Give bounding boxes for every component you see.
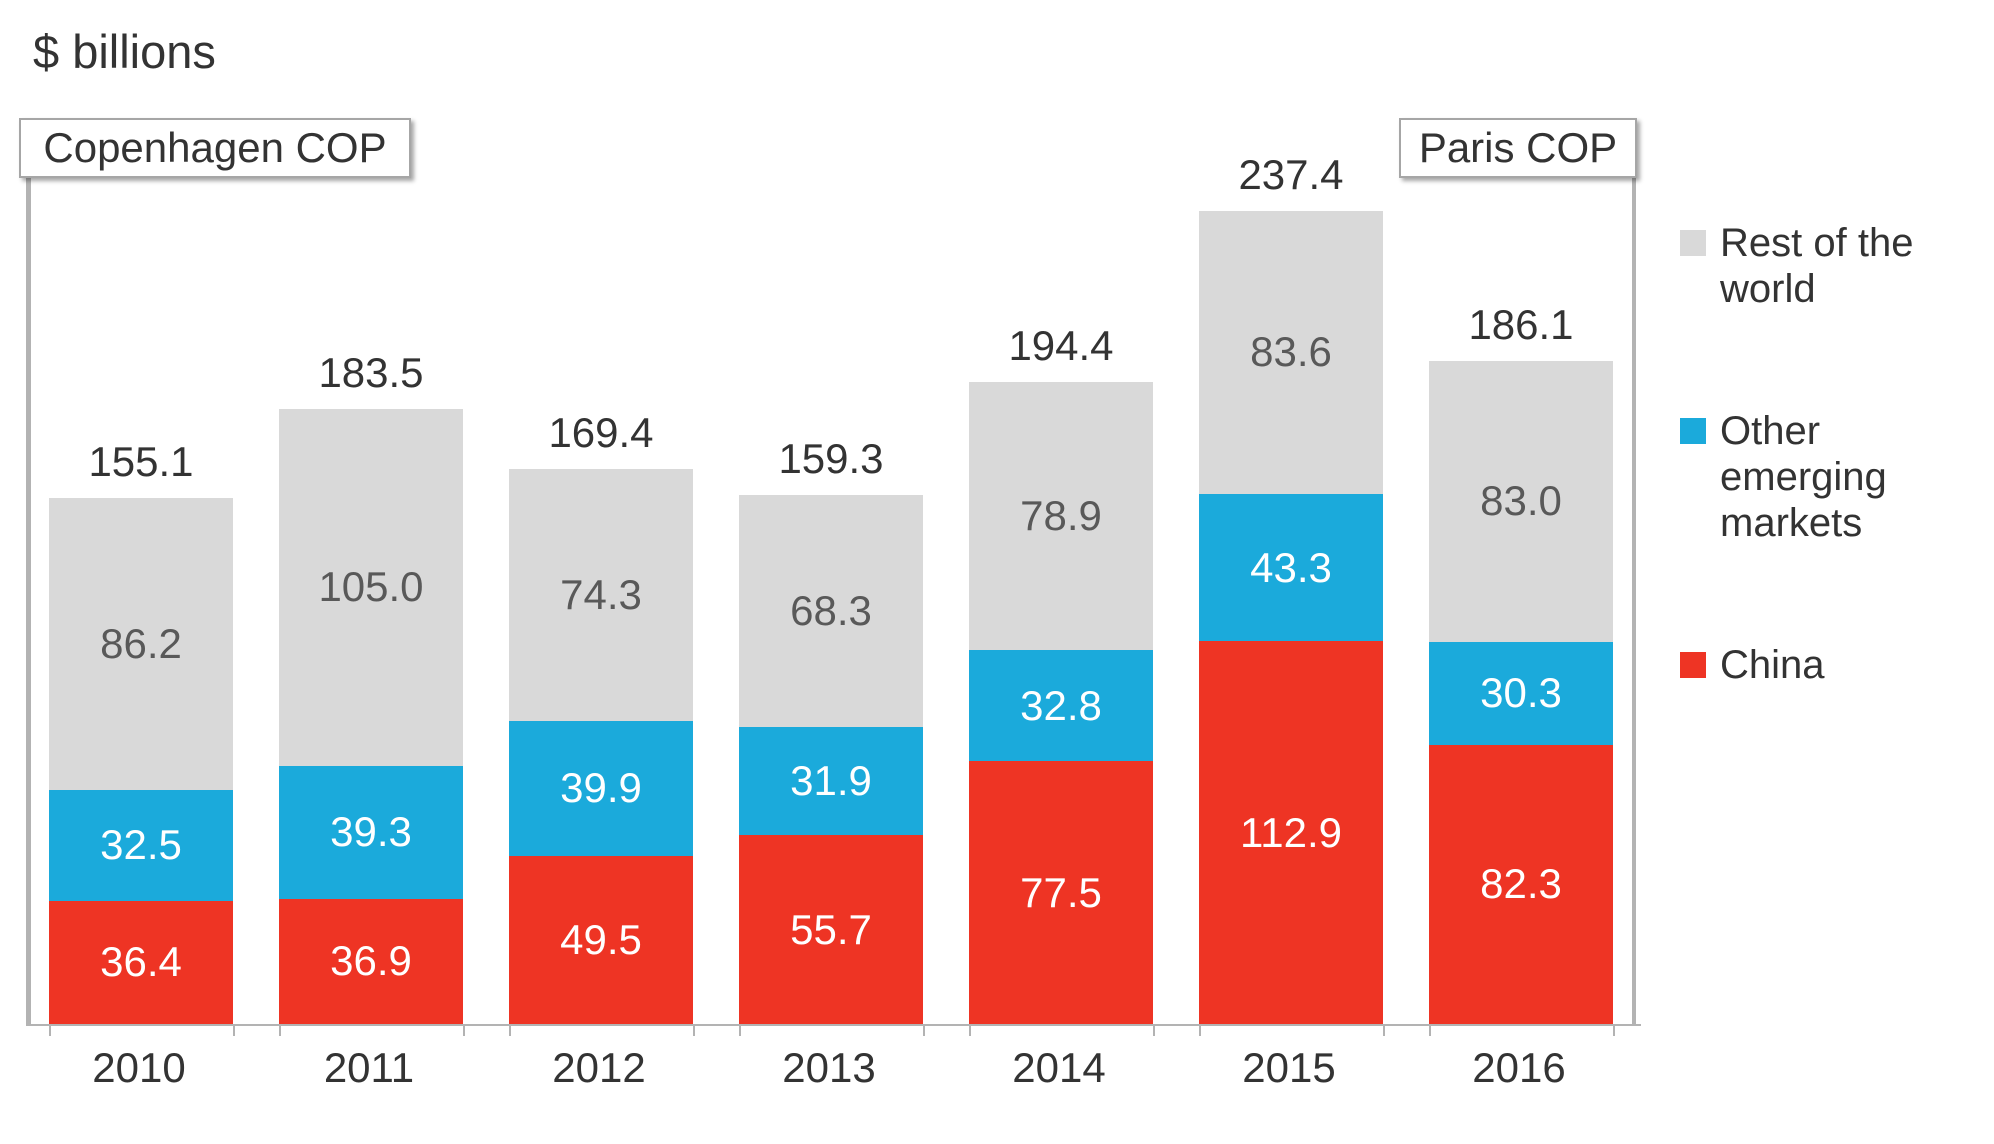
- bar-segment-china: 49.5: [509, 856, 693, 1024]
- bar-segment-value: 31.9: [790, 757, 872, 805]
- bar-segment-other_em: 39.9: [509, 721, 693, 856]
- bar-segment-rest: 83.0: [1429, 361, 1613, 643]
- bar-segment-china: 55.7: [739, 835, 923, 1024]
- bar-segment-value: 78.9: [1020, 492, 1102, 540]
- bar-segment-other_em: 32.5: [49, 790, 233, 900]
- bar-segment-value: 112.9: [1240, 809, 1342, 857]
- bar-segment-rest: 78.9: [969, 382, 1153, 650]
- bar-segment-value: 105.0: [318, 563, 423, 611]
- x-tick: [1383, 1024, 1385, 1036]
- bar-segment-other_em: 30.3: [1429, 642, 1613, 745]
- bar-segment-china: 36.4: [49, 901, 233, 1024]
- bar-segment-value: 30.3: [1480, 669, 1562, 717]
- bar-segment-value: 55.7: [790, 906, 872, 954]
- x-tick: [969, 1024, 971, 1036]
- bar-total-label: 186.1: [1429, 301, 1613, 349]
- y-axis-title: $ billions: [33, 24, 216, 79]
- bar-segment-value: 49.5: [560, 916, 642, 964]
- x-tick: [1199, 1024, 1201, 1036]
- bar-segment-other_em: 32.8: [969, 650, 1153, 761]
- bar-total-label: 169.4: [509, 409, 693, 457]
- x-tick: [463, 1024, 465, 1036]
- bar-total-label: 237.4: [1199, 151, 1383, 199]
- bar-segment-value: 74.3: [560, 571, 642, 619]
- bar-segment-china: 82.3: [1429, 745, 1613, 1024]
- legend: Rest of theworld Otheremergingmarkets Chin…: [1680, 220, 1913, 784]
- callout-text: Copenhagen COP: [43, 127, 386, 169]
- x-axis-label: 2010: [47, 1044, 231, 1092]
- bar-segment-value: 36.4: [100, 938, 182, 986]
- bar-segment-other_em: 43.3: [1199, 494, 1383, 641]
- legend-swatch: [1680, 418, 1706, 444]
- x-tick: [923, 1024, 925, 1036]
- bar-total-label: 183.5: [279, 349, 463, 397]
- bar-segment-value: 68.3: [790, 587, 872, 635]
- x-axis-label: 2011: [277, 1044, 461, 1092]
- legend-swatch: [1680, 652, 1706, 678]
- bar-segment-china: 77.5: [969, 761, 1153, 1024]
- bar-segment-value: 39.9: [560, 764, 642, 812]
- bar-segment-value: 32.5: [100, 821, 182, 869]
- legend-item: China: [1680, 642, 1913, 688]
- bar-segment-rest: 105.0: [279, 409, 463, 765]
- bar-segment-value: 39.3: [330, 808, 412, 856]
- callout-box: Paris COP: [1399, 118, 1637, 178]
- bar-segment-rest: 83.6: [1199, 211, 1383, 495]
- x-tick: [279, 1024, 281, 1036]
- bar-total-label: 194.4: [969, 322, 1153, 370]
- x-axis-label: 2015: [1197, 1044, 1381, 1092]
- callout-text: Paris COP: [1419, 127, 1617, 169]
- bar-segment-value: 82.3: [1480, 860, 1562, 908]
- callout-box: Copenhagen COP: [19, 118, 411, 178]
- bar-total-label: 159.3: [739, 435, 923, 483]
- bar-segment-rest: 86.2: [49, 498, 233, 790]
- legend-label: Rest of theworld: [1720, 220, 1913, 312]
- x-axis-label: 2016: [1427, 1044, 1611, 1092]
- bar-segment-other_em: 39.3: [279, 766, 463, 899]
- bar-segment-value: 36.9: [330, 937, 412, 985]
- x-tick: [49, 1024, 51, 1036]
- bar-segment-value: 77.5: [1020, 869, 1102, 917]
- stacked-bar-chart: 36.4 32.5 86.2 155.1 36.9 39.3 105.0 183.5 49.5 3…: [29, 178, 1641, 1026]
- x-axis-label: 2014: [967, 1044, 1151, 1092]
- bar-segment-value: 43.3: [1250, 544, 1332, 592]
- bar-segment-value: 83.0: [1480, 477, 1562, 525]
- bar-segment-other_em: 31.9: [739, 727, 923, 835]
- bar-segment-china: 36.9: [279, 899, 463, 1024]
- legend-swatch: [1680, 230, 1706, 256]
- x-tick: [233, 1024, 235, 1036]
- bar-segment-value: 83.6: [1250, 328, 1332, 376]
- x-tick: [739, 1024, 741, 1036]
- bar-segment-china: 112.9: [1199, 641, 1383, 1024]
- bar-segment-rest: 68.3: [739, 495, 923, 727]
- legend-item: Rest of theworld: [1680, 220, 1913, 312]
- bar-segment-value: 32.8: [1020, 682, 1102, 730]
- x-axis-label: 2012: [507, 1044, 691, 1092]
- x-tick: [1153, 1024, 1155, 1036]
- x-tick: [1429, 1024, 1431, 1036]
- x-tick: [509, 1024, 511, 1036]
- bar-segment-value: 86.2: [100, 620, 182, 668]
- legend-label: Otheremergingmarkets: [1720, 408, 1887, 546]
- legend-item: Otheremergingmarkets: [1680, 408, 1913, 546]
- x-tick: [1613, 1024, 1615, 1036]
- x-axis-label: 2013: [737, 1044, 921, 1092]
- bar-segment-rest: 74.3: [509, 469, 693, 721]
- bar-total-label: 155.1: [49, 438, 233, 486]
- legend-label: China: [1720, 642, 1825, 688]
- x-tick: [693, 1024, 695, 1036]
